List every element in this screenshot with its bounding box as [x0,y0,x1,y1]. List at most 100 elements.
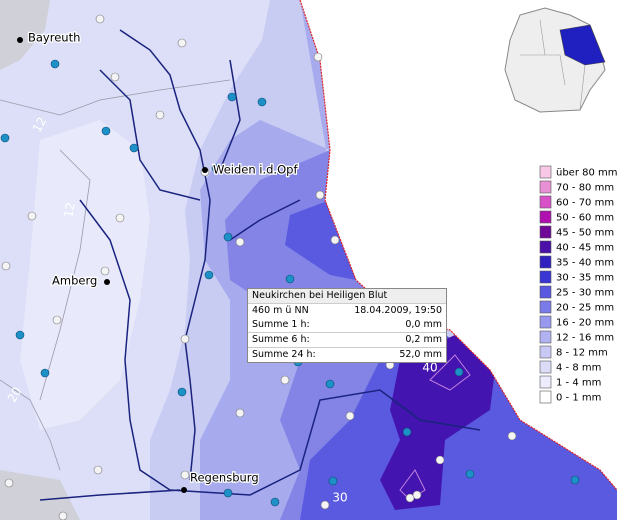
region-lighter [20,120,150,430]
legend-label: 16 - 20 mm [556,318,614,329]
station [58,511,68,520]
legend-swatch [539,165,552,179]
station-reporting [223,232,233,242]
tooltip-row: 460 m ü NN 18.04.2009, 19:50 [248,303,446,318]
region-dark [285,200,356,280]
place-dot [17,37,23,43]
legend-label: 12 - 16 mm [556,333,614,344]
datetime: 18.04.2009, 19:50 [354,305,442,316]
tooltip-title: Neukirchen bei Heiligen Blut [252,290,388,301]
station [93,465,103,475]
contour-label: 12 [61,201,77,218]
station [180,334,190,344]
legend-swatch [539,270,552,284]
station [1,261,11,271]
station-reporting [0,133,10,143]
station [180,470,190,480]
legend-swatch [539,300,552,314]
station [435,455,445,465]
station-reporting [211,163,221,173]
legend-label: 45 - 50 mm [556,228,614,239]
station-reporting [465,469,475,479]
station [155,110,165,120]
station-reporting [204,270,214,280]
station [280,375,290,385]
station-reporting [177,387,187,397]
place-dot [181,487,187,493]
legend-label: über 80 mm [556,168,617,179]
tooltip-value: 0,2 mm [405,334,442,345]
contour-label: 40 [422,361,437,375]
legend-swatch [539,315,552,329]
stations [0,14,580,520]
place-dot [104,279,110,285]
station [110,72,120,82]
legend-label: 25 - 30 mm [556,288,614,299]
tooltip-value: 0,0 mm [405,319,442,330]
tooltip: Neukirchen bei Heiligen Blut 460 m ü NN 1… [247,288,447,363]
tooltip-value: 52,0 mm [399,349,442,360]
contours [0,79,231,471]
station-reporting [50,59,60,69]
station-reporting [227,92,237,102]
station-reporting [402,427,412,437]
station [507,431,517,441]
places: Bayreuth Weiden i.d.Opf Amberg Regensburg 12… [5,29,438,504]
station-reporting [270,497,280,507]
station [320,500,330,510]
station [27,211,37,221]
station [95,14,105,24]
station [52,315,62,325]
legend-swatch [539,210,552,224]
legend-label: 50 - 60 mm [556,213,614,224]
legend-swatch [539,285,552,299]
station [235,408,245,418]
station [235,237,245,247]
station [100,266,110,276]
station [115,213,125,223]
legend-label: 0 - 1 mm [556,393,601,404]
legend-label: 30 - 35 mm [556,273,614,284]
legend-label: 8 - 12 mm [556,348,608,359]
rivers [39,29,481,501]
station [4,478,14,488]
place-name: Amberg [52,274,97,288]
station-reporting [454,367,464,377]
legend-swatch [539,195,552,209]
legend-swatch [539,390,552,404]
legend-swatch [539,255,552,269]
station [177,38,187,48]
tooltip-key: Summe 24 h: [252,349,316,360]
legend-swatch [539,240,552,254]
legend-swatch [539,360,552,374]
legend-label: 1 - 4 mm [556,378,601,389]
station [315,190,325,200]
legend-swatch [539,375,552,389]
tooltip-title-row: Neukirchen bei Heiligen Blut [248,289,446,303]
legend-swatch [539,345,552,359]
legend-label: 70 - 80 mm [556,183,614,194]
station-reporting [223,488,233,498]
tooltip-key: Summe 1 h: [252,319,310,330]
legend: über 80 mm 70 - 80 mm 60 - 70 mm 50 - 60 mm… [539,165,617,404]
outside-area [300,0,617,490]
region-gray [0,470,80,520]
station [412,490,422,500]
legend-swatch [539,330,552,344]
station [313,52,323,62]
station-reporting [328,476,338,486]
station [330,235,340,245]
legend-label: 40 - 45 mm [556,243,614,254]
station-reporting [101,126,111,136]
contour-label: 20 [5,385,25,405]
tooltip-row: Summe 1 h: 0,0 mm [248,318,446,332]
place-name: Bayreuth [28,31,80,45]
legend-swatch [539,180,552,194]
station-reporting [325,379,335,389]
station-reporting [40,368,50,378]
legend-label: 4 - 8 mm [556,363,601,374]
tooltip-row: Summe 24 h: 52,0 mm [248,347,446,362]
inset-map [504,7,606,113]
legend-label: 60 - 70 mm [556,198,614,209]
